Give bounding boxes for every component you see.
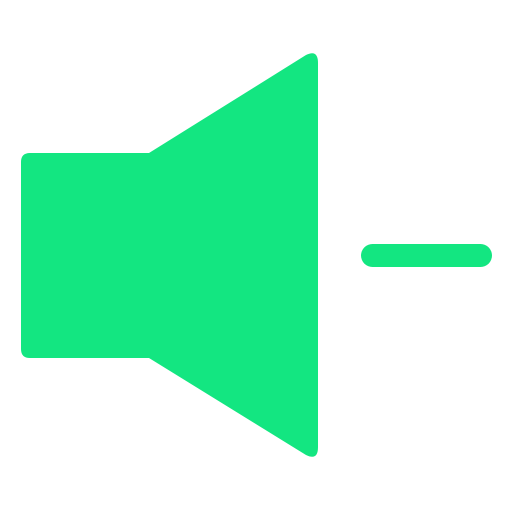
minus-icon <box>361 244 492 267</box>
speaker-icon <box>21 53 318 457</box>
